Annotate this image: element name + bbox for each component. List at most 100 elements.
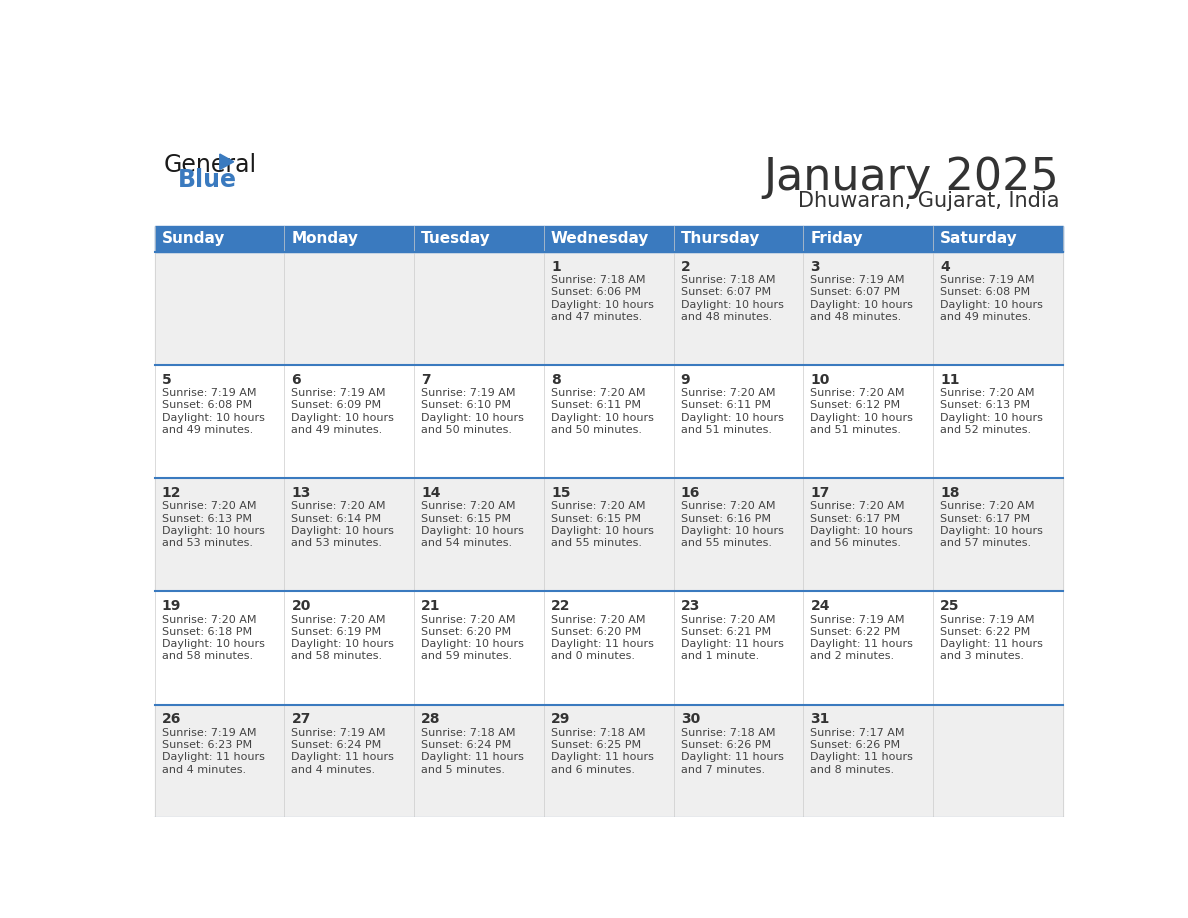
- Text: Daylight: 11 hours: Daylight: 11 hours: [810, 753, 914, 762]
- Text: and 54 minutes.: and 54 minutes.: [422, 538, 512, 548]
- Text: Sunset: 6:15 PM: Sunset: 6:15 PM: [551, 514, 642, 523]
- Text: Thursday: Thursday: [681, 231, 760, 246]
- Bar: [934, 591, 1063, 705]
- Bar: [154, 478, 284, 591]
- Text: Sunset: 6:23 PM: Sunset: 6:23 PM: [162, 740, 252, 750]
- Text: 20: 20: [291, 599, 311, 613]
- Text: Sunrise: 7:20 AM: Sunrise: 7:20 AM: [681, 501, 776, 511]
- Text: and 0 minutes.: and 0 minutes.: [551, 652, 634, 662]
- Text: Sunset: 6:06 PM: Sunset: 6:06 PM: [551, 287, 642, 297]
- Text: Sunrise: 7:20 AM: Sunrise: 7:20 AM: [162, 614, 257, 624]
- Text: Daylight: 10 hours: Daylight: 10 hours: [940, 526, 1043, 536]
- Bar: [154, 226, 284, 252]
- Text: Sunrise: 7:19 AM: Sunrise: 7:19 AM: [810, 614, 905, 624]
- Text: 6: 6: [291, 373, 301, 386]
- Bar: [415, 365, 544, 478]
- Text: Sunset: 6:13 PM: Sunset: 6:13 PM: [940, 400, 1030, 410]
- Text: Sunset: 6:22 PM: Sunset: 6:22 PM: [940, 627, 1030, 637]
- Text: 19: 19: [162, 599, 181, 613]
- Bar: [674, 252, 803, 365]
- Text: Tuesday: Tuesday: [422, 231, 491, 246]
- Text: Sunrise: 7:19 AM: Sunrise: 7:19 AM: [162, 728, 257, 738]
- Text: and 50 minutes.: and 50 minutes.: [551, 425, 642, 435]
- Bar: [803, 705, 934, 818]
- Bar: [803, 365, 934, 478]
- Text: and 5 minutes.: and 5 minutes.: [422, 765, 505, 775]
- Text: Wednesday: Wednesday: [551, 231, 650, 246]
- Bar: [284, 252, 415, 365]
- Text: Saturday: Saturday: [940, 231, 1018, 246]
- Text: Sunset: 6:26 PM: Sunset: 6:26 PM: [681, 740, 771, 750]
- Text: Daylight: 11 hours: Daylight: 11 hours: [681, 639, 784, 649]
- Text: and 4 minutes.: and 4 minutes.: [162, 765, 246, 775]
- Bar: [674, 591, 803, 705]
- Text: Daylight: 11 hours: Daylight: 11 hours: [810, 639, 914, 649]
- Text: Daylight: 11 hours: Daylight: 11 hours: [681, 753, 784, 762]
- Text: 21: 21: [422, 599, 441, 613]
- Text: Blue: Blue: [178, 168, 236, 192]
- Bar: [284, 478, 415, 591]
- Text: Sunset: 6:09 PM: Sunset: 6:09 PM: [291, 400, 381, 410]
- Text: Daylight: 11 hours: Daylight: 11 hours: [940, 639, 1043, 649]
- Text: Sunset: 6:22 PM: Sunset: 6:22 PM: [810, 627, 901, 637]
- Bar: [415, 478, 544, 591]
- Bar: [934, 705, 1063, 818]
- Bar: [544, 705, 674, 818]
- Text: and 51 minutes.: and 51 minutes.: [810, 425, 902, 435]
- Text: 12: 12: [162, 486, 182, 500]
- Text: Daylight: 10 hours: Daylight: 10 hours: [551, 413, 653, 423]
- Bar: [674, 365, 803, 478]
- Text: Sunset: 6:11 PM: Sunset: 6:11 PM: [551, 400, 642, 410]
- Text: January 2025: January 2025: [764, 156, 1060, 199]
- Text: 30: 30: [681, 712, 700, 726]
- Bar: [544, 365, 674, 478]
- Bar: [544, 226, 674, 252]
- Text: Sunrise: 7:20 AM: Sunrise: 7:20 AM: [940, 501, 1035, 511]
- Text: Sunset: 6:13 PM: Sunset: 6:13 PM: [162, 514, 252, 523]
- Text: Sunrise: 7:20 AM: Sunrise: 7:20 AM: [940, 388, 1035, 398]
- Text: Sunset: 6:10 PM: Sunset: 6:10 PM: [422, 400, 511, 410]
- Text: Sunset: 6:26 PM: Sunset: 6:26 PM: [810, 740, 901, 750]
- Text: Sunset: 6:25 PM: Sunset: 6:25 PM: [551, 740, 642, 750]
- Text: Sunrise: 7:19 AM: Sunrise: 7:19 AM: [940, 274, 1035, 285]
- Text: Sunset: 6:11 PM: Sunset: 6:11 PM: [681, 400, 771, 410]
- Text: and 53 minutes.: and 53 minutes.: [162, 538, 253, 548]
- Text: Daylight: 10 hours: Daylight: 10 hours: [940, 413, 1043, 423]
- Text: 31: 31: [810, 712, 830, 726]
- Text: Daylight: 10 hours: Daylight: 10 hours: [810, 526, 914, 536]
- Text: Sunrise: 7:20 AM: Sunrise: 7:20 AM: [551, 614, 645, 624]
- Text: and 52 minutes.: and 52 minutes.: [940, 425, 1031, 435]
- Text: and 49 minutes.: and 49 minutes.: [162, 425, 253, 435]
- Text: and 55 minutes.: and 55 minutes.: [551, 538, 642, 548]
- Bar: [415, 705, 544, 818]
- Text: 15: 15: [551, 486, 570, 500]
- Text: and 53 minutes.: and 53 minutes.: [291, 538, 383, 548]
- Text: Sunrise: 7:18 AM: Sunrise: 7:18 AM: [422, 728, 516, 738]
- Text: 13: 13: [291, 486, 311, 500]
- Text: Daylight: 11 hours: Daylight: 11 hours: [551, 753, 653, 762]
- Bar: [674, 705, 803, 818]
- Text: Sunset: 6:16 PM: Sunset: 6:16 PM: [681, 514, 771, 523]
- Text: 18: 18: [940, 486, 960, 500]
- Text: and 48 minutes.: and 48 minutes.: [681, 312, 772, 322]
- Bar: [415, 252, 544, 365]
- Text: General: General: [164, 152, 257, 176]
- Text: Daylight: 10 hours: Daylight: 10 hours: [162, 526, 265, 536]
- Text: Daylight: 10 hours: Daylight: 10 hours: [291, 526, 394, 536]
- Text: and 1 minute.: and 1 minute.: [681, 652, 759, 662]
- Text: Sunrise: 7:20 AM: Sunrise: 7:20 AM: [551, 388, 645, 398]
- Text: Daylight: 11 hours: Daylight: 11 hours: [422, 753, 524, 762]
- Bar: [803, 252, 934, 365]
- Text: Dhuwaran, Gujarat, India: Dhuwaran, Gujarat, India: [797, 191, 1060, 211]
- Text: and 8 minutes.: and 8 minutes.: [810, 765, 895, 775]
- Text: Sunset: 6:08 PM: Sunset: 6:08 PM: [940, 287, 1030, 297]
- Text: 5: 5: [162, 373, 171, 386]
- Text: Daylight: 10 hours: Daylight: 10 hours: [810, 299, 914, 309]
- Text: Monday: Monday: [291, 231, 359, 246]
- Text: Sunset: 6:20 PM: Sunset: 6:20 PM: [551, 627, 642, 637]
- Text: Daylight: 10 hours: Daylight: 10 hours: [162, 639, 265, 649]
- Text: and 59 minutes.: and 59 minutes.: [422, 652, 512, 662]
- Bar: [803, 226, 934, 252]
- Text: Daylight: 10 hours: Daylight: 10 hours: [681, 413, 784, 423]
- Text: 28: 28: [422, 712, 441, 726]
